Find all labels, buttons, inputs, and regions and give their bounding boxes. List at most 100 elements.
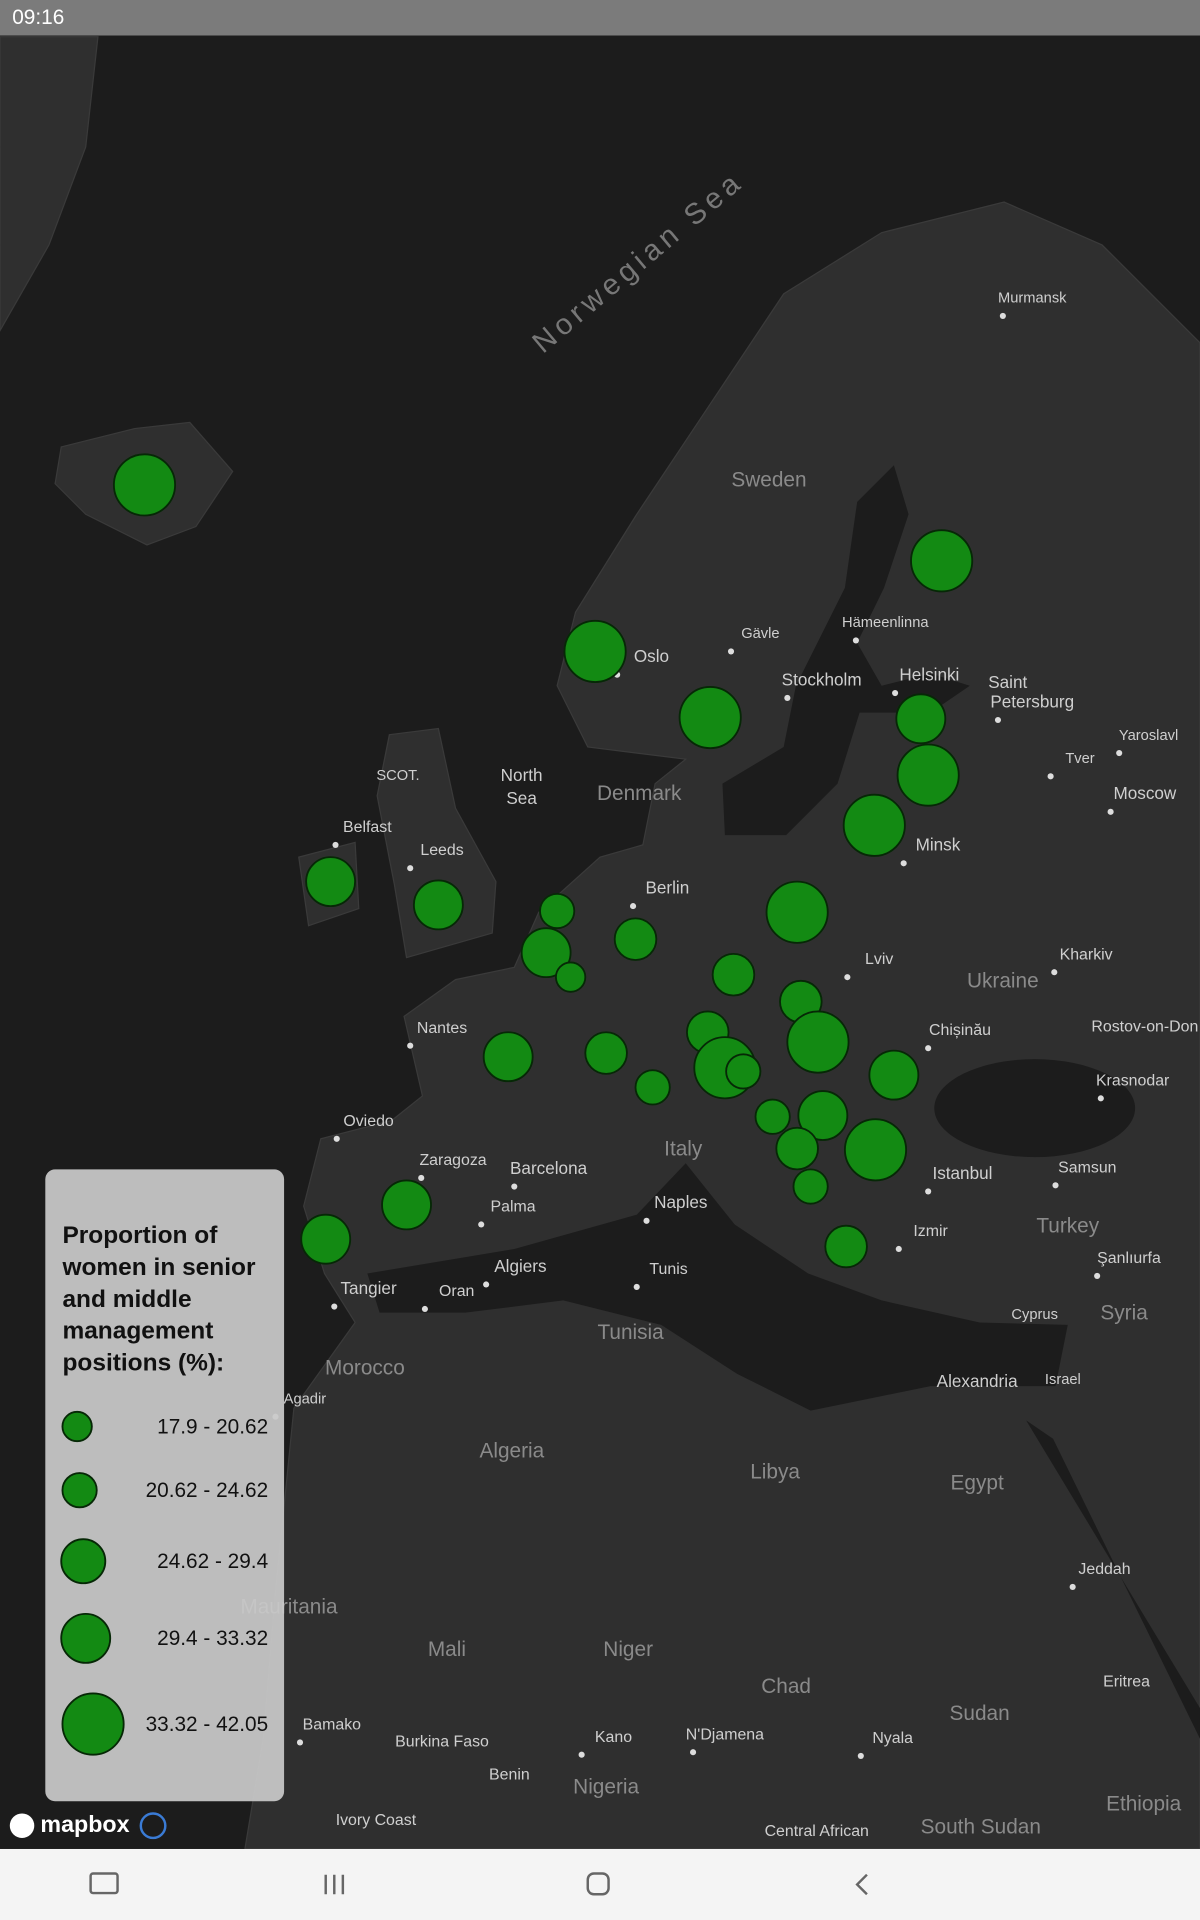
place-dot — [421, 1305, 428, 1313]
bubble — [381, 1179, 432, 1231]
place-label: Eritrea — [1103, 1674, 1150, 1691]
place-label: Barcelona — [510, 1158, 588, 1178]
bubble — [711, 952, 756, 997]
bubble — [895, 693, 947, 745]
bubble — [112, 453, 177, 517]
legend: Proportion of women in senior and middle ma… — [45, 1169, 285, 1802]
bubble — [786, 1010, 850, 1074]
place-label: North — [501, 765, 543, 785]
place-label: Stockholm — [782, 669, 862, 689]
place-dot — [407, 865, 414, 872]
place-dot — [407, 1042, 414, 1049]
place-label: Burkina Faso — [395, 1734, 489, 1751]
place-dot — [1069, 1583, 1076, 1590]
bubble — [412, 879, 464, 931]
bubble — [678, 686, 742, 750]
place-label: Bamako — [303, 1717, 362, 1734]
info-button[interactable] — [139, 1812, 167, 1840]
nav-screenshot[interactable] — [89, 1872, 119, 1895]
place-label: Naples — [654, 1192, 707, 1212]
bubble — [797, 1090, 849, 1141]
place-label: Tangier — [340, 1278, 396, 1298]
legend-label: 20.62 - 24.62 — [146, 1479, 269, 1502]
place-label: Egypt — [951, 1472, 1004, 1495]
place-label: Kano — [595, 1729, 632, 1746]
place-dot — [633, 1283, 640, 1290]
place-label: Syria — [1100, 1301, 1148, 1324]
legend-title: women in senior — [61, 1254, 256, 1281]
place-dot — [690, 1749, 697, 1756]
place-label: Yaroslavl — [1119, 728, 1178, 744]
place-label: Sudan — [950, 1702, 1010, 1725]
place-label: Istanbul — [932, 1163, 992, 1183]
place-label: Tunisia — [597, 1321, 664, 1344]
place-label: South Sudan — [921, 1816, 1041, 1839]
place-dot — [418, 1174, 425, 1182]
legend-symbol — [60, 1538, 107, 1585]
bubble — [305, 856, 357, 908]
bubble — [634, 1069, 671, 1106]
place-dot — [1094, 1272, 1101, 1279]
bubble — [910, 529, 974, 593]
place-label: Sea — [506, 788, 537, 808]
legend-label: 24.62 - 29.4 — [157, 1550, 268, 1573]
legend-title: management — [62, 1318, 213, 1345]
place-dot — [643, 1217, 650, 1224]
bubble — [555, 961, 587, 993]
place-dot — [925, 1045, 932, 1052]
place-label: Murmansk — [998, 291, 1067, 307]
legend-title: and middle — [62, 1286, 191, 1313]
legend-label: 33.32 - 42.05 — [146, 1713, 269, 1736]
bubble — [300, 1213, 352, 1265]
place-dot — [844, 974, 851, 981]
place-label: Mali — [428, 1638, 466, 1661]
place-dot — [857, 1752, 864, 1759]
place-dot — [994, 716, 1002, 724]
place-label: Samsun — [1058, 1159, 1116, 1176]
place-dot — [892, 690, 899, 697]
place-dot — [1107, 808, 1114, 815]
place-label: Lviv — [865, 951, 893, 968]
legend-title: positions (%): — [62, 1350, 224, 1377]
bubble — [842, 793, 906, 857]
nav-recents[interactable] — [324, 1874, 345, 1895]
place-label: Ethiopia — [1106, 1792, 1182, 1815]
place-label: Oslo — [634, 646, 669, 666]
place-dot — [511, 1183, 518, 1190]
place-label: Moscow — [1113, 783, 1176, 803]
place-label: Alexandria — [937, 1371, 1018, 1391]
bubble — [563, 619, 627, 683]
place-dot — [1051, 969, 1058, 976]
nav-back[interactable] — [855, 1873, 868, 1896]
place-label: Sweden — [731, 469, 806, 492]
legend-title: Proportion of — [62, 1222, 218, 1249]
bubble — [539, 892, 576, 930]
nav-bar — [0, 1848, 1200, 1920]
place-label: Kharkiv — [1060, 946, 1113, 963]
place-dot — [784, 694, 791, 702]
place-label: Leeds — [420, 842, 463, 859]
place-label: Nantes — [417, 1020, 467, 1037]
place-label: Italy — [664, 1137, 703, 1160]
bubble — [868, 1049, 920, 1101]
place-label: SCOT. — [376, 768, 419, 784]
bubbles — [112, 453, 974, 1269]
place-dot — [1047, 773, 1054, 780]
place-label: Rostov-on-Don — [1091, 1019, 1198, 1036]
bubble — [896, 743, 960, 807]
place-dot — [925, 1188, 932, 1195]
place-label: Şanlıurfa — [1097, 1250, 1161, 1267]
place-dot — [852, 637, 859, 644]
place-label: Cyprus — [1011, 1307, 1058, 1323]
place-label: Petersburg — [990, 691, 1074, 711]
nav-home[interactable] — [586, 1872, 610, 1896]
place-label: Jeddah — [1078, 1561, 1130, 1578]
place-label: Nigeria — [573, 1775, 639, 1798]
place-label: Turkey — [1036, 1214, 1099, 1237]
bubble — [824, 1224, 868, 1269]
place-label: Ukraine — [967, 970, 1039, 993]
bubble — [613, 917, 658, 961]
place-dot — [333, 1135, 340, 1142]
place-dot — [331, 1303, 338, 1310]
